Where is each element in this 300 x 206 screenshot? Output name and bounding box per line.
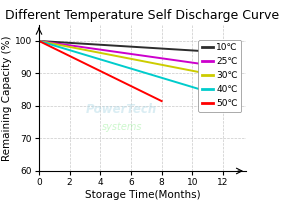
Y-axis label: Remaining Capacity (%): Remaining Capacity (%) (2, 35, 12, 161)
Legend: 10℃, 25℃, 30℃, 40℃, 50℃: 10℃, 25℃, 30℃, 40℃, 50℃ (198, 40, 242, 112)
X-axis label: Storage Time(Months): Storage Time(Months) (85, 190, 200, 200)
Text: PowerTech: PowerTech (86, 103, 158, 116)
Title: Different Temperature Self Discharge Curve: Different Temperature Self Discharge Cur… (5, 9, 280, 22)
Text: systems: systems (101, 122, 142, 132)
